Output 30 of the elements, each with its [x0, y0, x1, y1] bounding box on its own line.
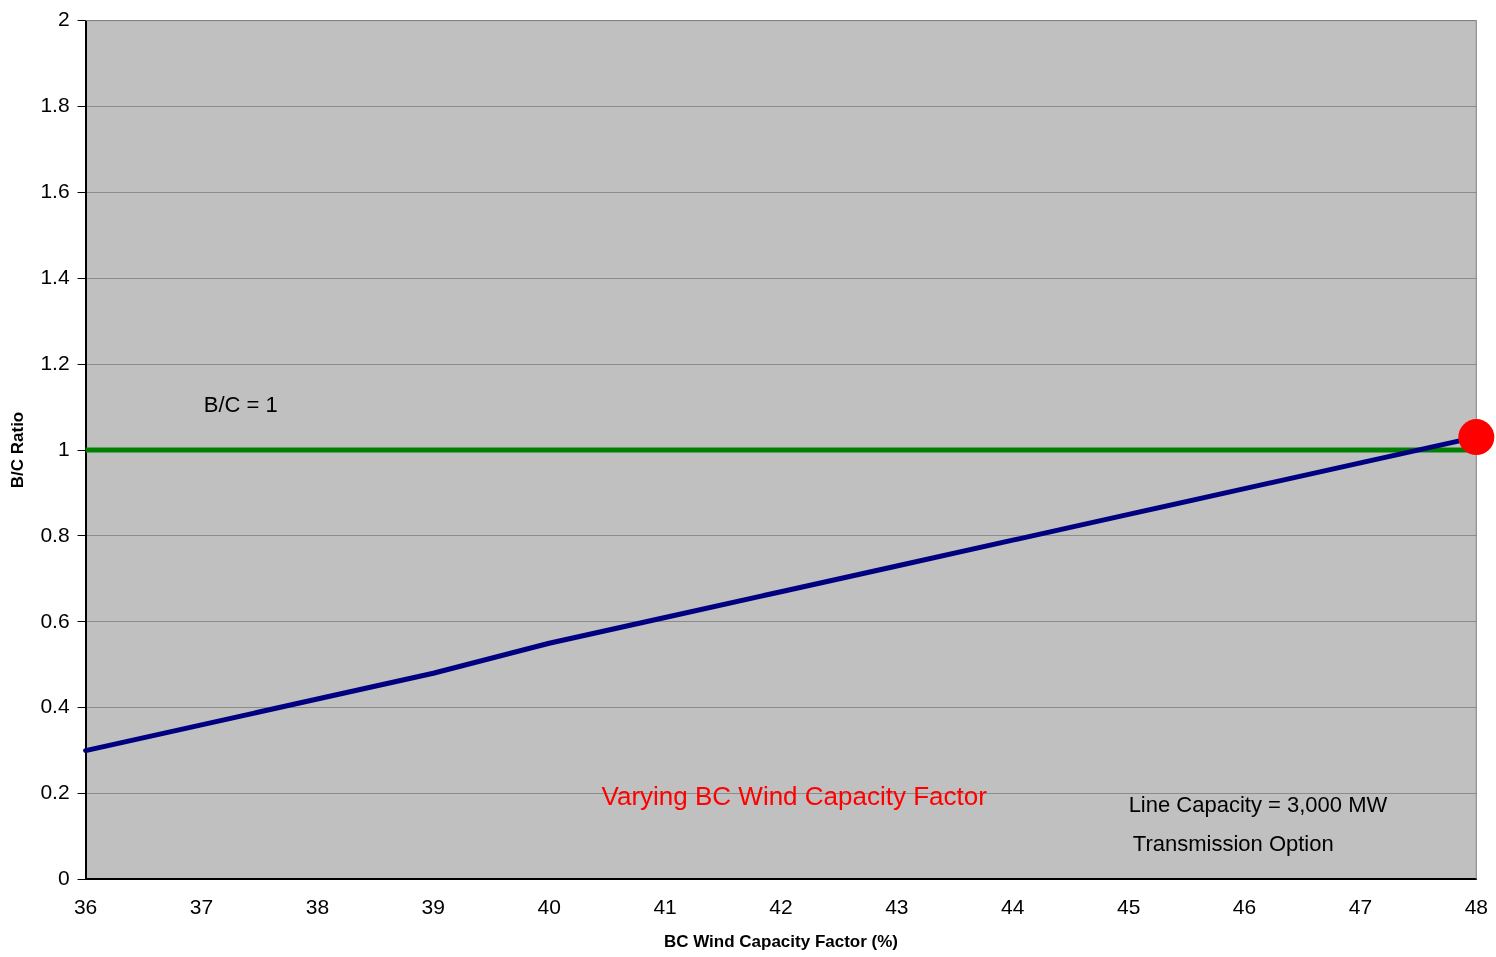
annotation: Line Capacity = 3,000 MW [1128, 792, 1388, 818]
x-tick-label: 44 [1001, 894, 1025, 918]
x-axis-title: BC Wind Capacity Factor (%) [663, 932, 898, 952]
x-tick-label: 41 [653, 894, 677, 918]
x-tick-label: 43 [885, 894, 909, 918]
y-tick-label: 1.2 [40, 350, 70, 374]
x-tick-label: 45 [1116, 894, 1141, 918]
x-tick-label: 36 [73, 894, 98, 918]
y-tick-label: 0 [57, 866, 70, 890]
ref-line-label: B/C = 1 [203, 392, 278, 418]
x-tick-label: 37 [189, 894, 214, 918]
annotation: Transmission Option [1132, 831, 1334, 857]
y-tick-label: 1.4 [40, 265, 70, 289]
y-tick-label: 2 [57, 7, 70, 31]
annotation: Varying BC Wind Capacity Factor [601, 780, 988, 811]
y-tick-label: 0.6 [40, 608, 70, 632]
x-tick-label: 40 [537, 894, 561, 918]
x-tick-label: 42 [769, 894, 793, 918]
x-tick-label: 39 [421, 894, 445, 918]
x-tick-label: 47 [1348, 894, 1373, 918]
y-tick-label: 0.2 [40, 780, 70, 804]
x-tick-label: 48 [1464, 894, 1488, 918]
y-axis-title: B/C Ratio [7, 411, 27, 489]
y-tick-label: 0.4 [40, 694, 70, 718]
y-tick-label: 1.6 [40, 179, 70, 203]
x-tick-label: 38 [305, 894, 330, 918]
y-tick-label: 1.8 [40, 93, 70, 117]
x-tick-label: 46 [1232, 894, 1257, 918]
y-tick-label: 0.8 [40, 522, 70, 546]
y-tick-label: 1 [57, 436, 70, 460]
